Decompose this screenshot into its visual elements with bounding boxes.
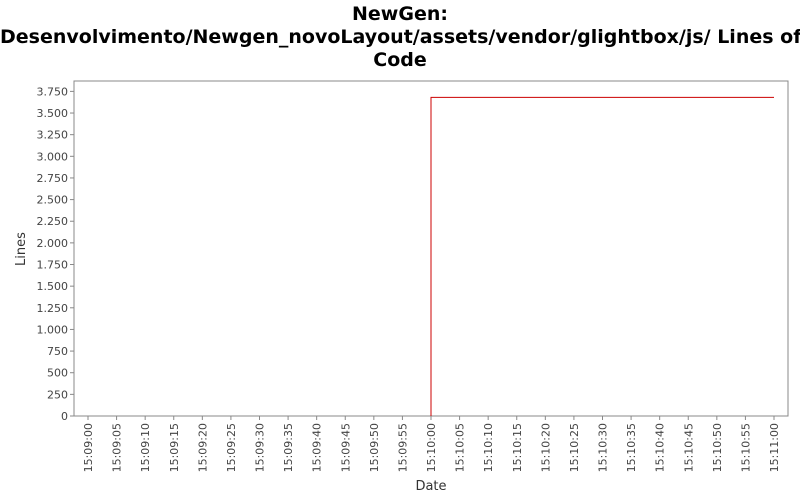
x-tick-label: 15:11:00 [768, 423, 781, 472]
y-tick-label: 500 [47, 367, 68, 380]
x-tick-label: 15:10:15 [511, 423, 524, 472]
x-tick-label: 15:09:05 [111, 423, 124, 472]
y-tick-label: 1.000 [37, 323, 69, 336]
x-tick-label: 15:10:40 [654, 423, 667, 472]
y-tick-label: 3.250 [37, 129, 69, 142]
chart-title: NewGen: Desenvolvimento/Newgen_novoLayou… [0, 3, 800, 72]
x-axis-title: Date [415, 479, 446, 494]
x-tick-label: 15:09:25 [225, 423, 238, 472]
series-layer [430, 96, 775, 417]
x-tick-label: 15:10:55 [739, 423, 752, 472]
chart-title-line-2: Desenvolvimento/Newgen_novoLayout/assets… [0, 26, 800, 48]
x-tick-label: 15:10:25 [568, 423, 581, 472]
y-tick-label: 2.750 [37, 172, 69, 185]
y-tick-label: 2.500 [37, 194, 69, 207]
x-tick-label: 15:09:20 [196, 423, 209, 472]
x-tick-label: 15:09:40 [311, 423, 324, 472]
y-tick-label: 3.000 [37, 150, 69, 163]
chart-title-line-3: Code [373, 49, 427, 71]
y-tick-label: 250 [47, 388, 68, 401]
x-tick-label: 15:10:10 [482, 423, 495, 472]
x-tick-label: 15:10:30 [597, 423, 610, 472]
y-tick-label: 750 [47, 345, 68, 358]
y-tick-label: 3.750 [37, 85, 69, 98]
x-tick-label: 15:10:20 [539, 423, 552, 472]
x-tick-label: 15:09:00 [82, 423, 95, 472]
x-tick-label: 15:09:45 [339, 423, 352, 472]
x-tick-label: 15:10:50 [711, 423, 724, 472]
x-tick-label: 15:09:10 [139, 423, 152, 472]
y-axis: 0 250 500 750 1.000 1.250 1.500 1.750 2.000 2.250… [37, 85, 74, 423]
x-tick-label: 15:10:45 [682, 423, 695, 472]
y-tick-label: 2.250 [37, 215, 69, 228]
x-tick-label: 15:09:35 [282, 423, 295, 472]
y-tick-label: 1.500 [37, 280, 69, 293]
y-tick-label: 2.000 [37, 237, 69, 250]
y-axis-title: Lines [14, 232, 29, 266]
x-tick-label: 15:09:50 [368, 423, 381, 472]
chart-title-line-1: NewGen: [352, 3, 448, 25]
y-tick-label: 1.250 [37, 302, 69, 315]
x-tick-label: 15:10:35 [625, 423, 638, 472]
x-tick-label: 15:09:15 [168, 423, 181, 472]
series-line [430, 96, 774, 416]
x-tick-label: 15:10:05 [454, 423, 467, 472]
x-axis: 15:09:00 15:09:05 15:09:10 15:09:15 15:09:20… [82, 416, 781, 472]
x-tick-label: 15:09:55 [396, 423, 409, 472]
x-tick-label: 15:09:30 [254, 423, 267, 472]
y-tick-label: 0 [61, 410, 68, 423]
x-tick-label: 15:10:00 [425, 423, 438, 472]
y-tick-label: 3.500 [37, 107, 69, 120]
y-tick-label: 1.750 [37, 259, 69, 272]
